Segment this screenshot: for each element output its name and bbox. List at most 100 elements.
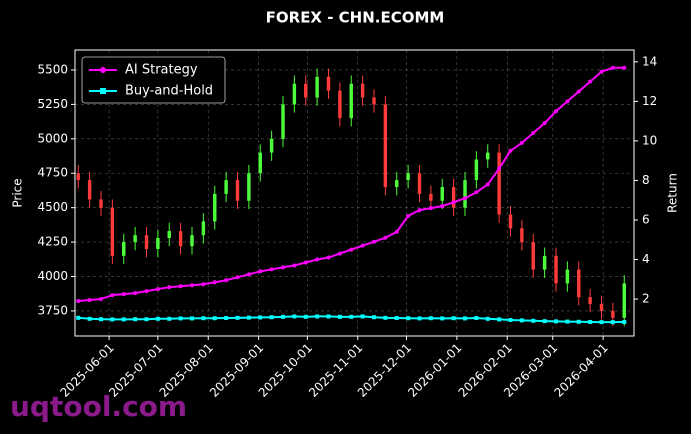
candle-body <box>360 83 365 98</box>
line-marker <box>337 314 342 319</box>
line-marker <box>428 206 433 211</box>
y2-tick-label: 6 <box>642 212 650 226</box>
line-marker <box>531 318 536 323</box>
candle-body <box>315 76 319 98</box>
candle-body <box>326 76 331 91</box>
line-marker <box>281 314 285 319</box>
line-marker <box>463 316 467 321</box>
line-marker <box>394 316 399 321</box>
y-tick-label: 4000 <box>37 269 68 283</box>
candle-body <box>235 180 240 201</box>
candle-body <box>611 310 615 318</box>
candle-body <box>201 221 206 236</box>
line-marker <box>542 319 547 324</box>
line-marker <box>212 280 217 285</box>
line-marker <box>417 316 422 321</box>
line-marker <box>315 314 320 319</box>
plot-frame <box>74 49 635 337</box>
line-marker <box>258 269 263 274</box>
candle-body <box>156 237 160 249</box>
line-marker <box>224 278 229 283</box>
line-marker <box>269 267 274 272</box>
line-marker <box>326 255 331 260</box>
line-marker <box>303 260 308 265</box>
line-marker <box>121 292 126 297</box>
line-marker <box>133 291 138 296</box>
candle-body <box>497 152 501 215</box>
watermark: uqtool.com <box>10 390 187 423</box>
line-marker <box>417 208 422 213</box>
line-marker <box>292 263 297 268</box>
candle-body <box>440 187 444 201</box>
candle-body <box>122 242 126 256</box>
line-marker <box>406 214 411 219</box>
line-marker <box>167 316 172 321</box>
line-marker <box>178 316 183 321</box>
line-marker <box>474 190 479 195</box>
line-marker <box>269 315 274 320</box>
line-marker <box>497 317 502 322</box>
line-marker <box>519 318 524 323</box>
line-marker <box>235 275 240 280</box>
legend-label: Buy-and-Hold <box>125 84 213 99</box>
line-marker <box>178 284 183 289</box>
line-marker <box>155 287 160 292</box>
line-marker <box>326 314 331 319</box>
line-marker <box>190 316 194 321</box>
y2-tick-label: 12 <box>642 94 657 108</box>
line-marker <box>87 298 92 303</box>
candle-body <box>542 255 547 270</box>
candle-body <box>463 180 467 208</box>
line-marker <box>428 316 433 321</box>
candle-body <box>451 187 456 208</box>
candle-body <box>406 173 410 181</box>
candle-body <box>372 97 376 105</box>
candle-body <box>213 193 217 222</box>
y-tick-label: 5250 <box>37 97 68 111</box>
line-marker <box>599 69 604 74</box>
line-marker <box>372 239 376 244</box>
line-marker <box>246 315 251 320</box>
line-marker <box>463 196 467 201</box>
line-marker <box>474 316 479 321</box>
y-tick-label: 3750 <box>37 303 68 317</box>
line-marker <box>508 148 513 153</box>
line-marker <box>201 282 206 287</box>
line-marker <box>610 320 615 325</box>
y2-axis-label: Return <box>666 173 680 213</box>
y-tick-label: 4500 <box>37 200 68 214</box>
line-marker <box>360 243 365 248</box>
candle-body <box>133 235 137 243</box>
line-marker <box>372 315 376 320</box>
line-marker <box>315 257 320 262</box>
line-marker <box>531 131 536 136</box>
line-marker <box>554 319 558 324</box>
candle-body <box>167 231 171 238</box>
y-tick-label: 5500 <box>37 62 68 76</box>
candle-body <box>429 193 433 201</box>
line-marker <box>576 319 581 324</box>
line-marker <box>281 265 285 270</box>
candle-body <box>588 297 592 305</box>
line-marker <box>224 316 229 321</box>
line-marker <box>588 79 593 84</box>
candle-body <box>269 138 274 153</box>
candle-body <box>577 269 581 298</box>
line-marker <box>337 251 342 256</box>
line-marker <box>622 319 627 324</box>
line-marker <box>258 315 263 320</box>
line-marker <box>155 316 160 321</box>
line-marker <box>588 319 593 324</box>
candle-body <box>110 207 115 256</box>
legend-box <box>81 56 226 104</box>
line-marker <box>440 316 445 321</box>
line-marker <box>99 297 103 302</box>
y2-tick-label: 8 <box>642 173 650 187</box>
line-marker <box>485 182 490 187</box>
candle-body <box>144 235 149 249</box>
candle-body <box>76 173 80 181</box>
line-marker <box>212 316 217 321</box>
legend-label: AI Strategy <box>125 63 198 78</box>
line-marker <box>610 65 615 70</box>
